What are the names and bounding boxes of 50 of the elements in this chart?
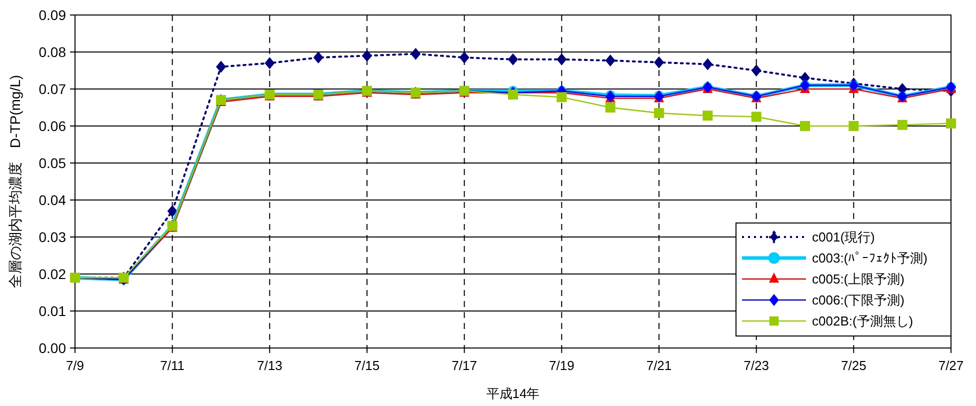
x-tick-label: 7/15 <box>354 358 380 373</box>
x-tick-label: 7/17 <box>452 358 477 373</box>
x-tick-label: 7/13 <box>257 358 282 373</box>
y-tick-label: 0.01 <box>38 302 66 319</box>
point <box>848 121 859 131</box>
point <box>216 60 226 73</box>
point <box>410 48 421 60</box>
point <box>459 52 470 64</box>
y-tick-label: 0.05 <box>38 154 66 171</box>
y-tick-label: 0.06 <box>38 118 66 134</box>
x-tick-label: 7/27 <box>938 358 964 373</box>
point <box>167 205 178 218</box>
y-tick-label: 0.00 <box>38 340 66 356</box>
point <box>800 121 810 131</box>
point <box>556 92 567 102</box>
x-axis-title: 平成14年 <box>486 386 540 401</box>
x-tick-label: 7/9 <box>66 358 84 373</box>
x-tick-label: 7/19 <box>549 358 574 373</box>
x-tick-label: 7/23 <box>744 358 769 373</box>
point <box>508 53 518 66</box>
y-tick-label: 0.02 <box>38 266 66 282</box>
point <box>702 58 713 70</box>
y-axis-title: 全層の湖内平均濃度 D-TP(mg/L) <box>7 74 23 288</box>
point <box>605 54 616 67</box>
y-tick-label: 0.07 <box>38 80 66 97</box>
x-tick-label: 7/21 <box>646 358 672 373</box>
point <box>702 110 713 121</box>
legend-label: c005:(上限予測) <box>812 272 904 287</box>
point <box>556 53 567 66</box>
point <box>751 112 762 122</box>
y-tick-label: 0.03 <box>38 228 66 245</box>
y-tick-label: 0.04 <box>38 192 66 208</box>
y-tick-label: 0.09 <box>38 6 66 23</box>
point <box>946 118 956 128</box>
x-tick-label: 7/25 <box>841 358 866 373</box>
point <box>264 57 275 70</box>
point <box>313 52 324 64</box>
y-tick-label: 0.08 <box>38 44 66 60</box>
legend-label: c003:(ﾊﾟｰﾌｪｸﾄ予測) <box>812 250 928 266</box>
point <box>605 102 616 112</box>
legend-label: c002B:(予測無し) <box>812 314 914 329</box>
legend-label: c006:(下限予測) <box>812 292 904 308</box>
point <box>654 108 664 118</box>
point <box>654 56 664 68</box>
x-tick-label: 7/11 <box>160 358 185 373</box>
point <box>751 64 762 76</box>
legend-label: c001(現行) <box>812 230 875 245</box>
point <box>897 120 908 130</box>
point <box>362 50 372 62</box>
point <box>508 90 518 100</box>
